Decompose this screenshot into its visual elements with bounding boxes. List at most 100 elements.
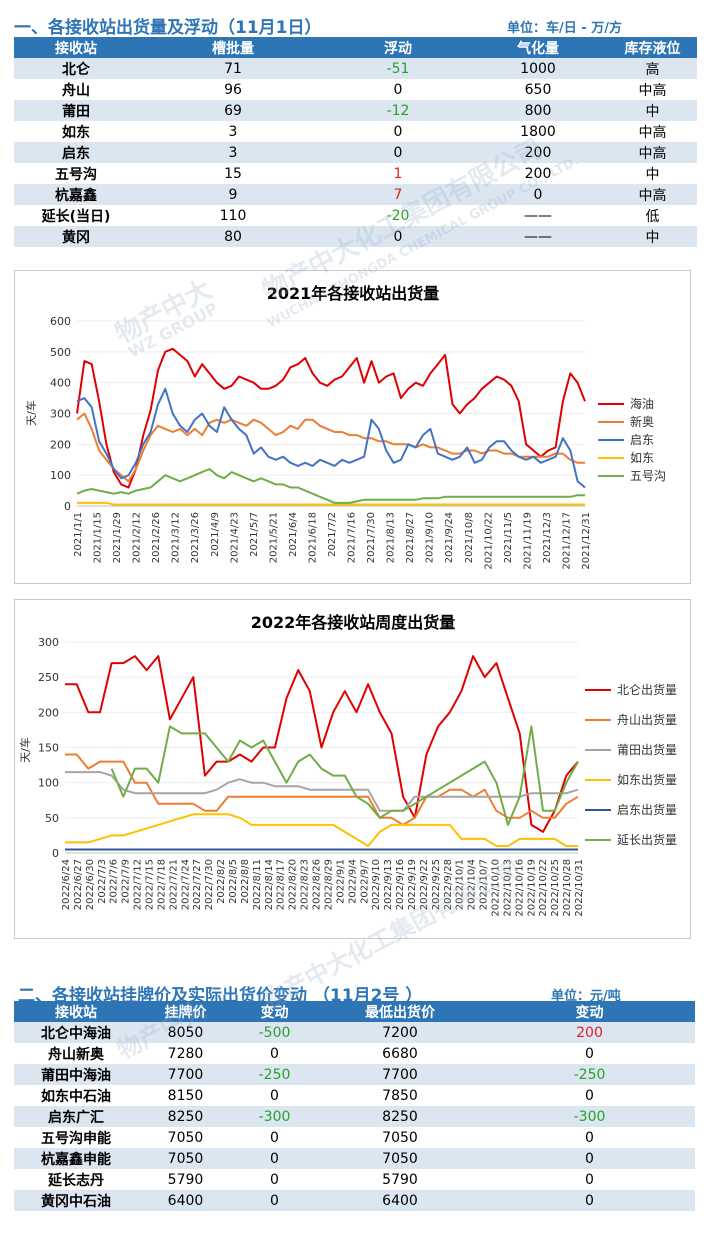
cell-list-change: 0 — [270, 1087, 279, 1104]
shipment-table: 接收站 槽批量 浮动 气化量 库存液位 北仑 71 -51 1000 高舟山 96 0 650… — [14, 37, 697, 247]
x-tick-label: 2022/7/6 — [109, 859, 120, 904]
x-tick-label: 2022/8/5 — [228, 859, 239, 904]
cell-station: 北仑 — [14, 58, 138, 79]
table-row: 北仑 71 -51 1000 高 — [14, 58, 697, 79]
x-tick-label: 2022/8/29 — [323, 859, 334, 910]
cell-change: -12 — [328, 100, 468, 121]
cell-list-change: 0 — [270, 1129, 279, 1146]
table-row: 黄冈中石油 6400 0 6400 0 — [14, 1190, 695, 1211]
cell-station: 舟山 — [62, 82, 90, 99]
cell-station: 黄冈 — [14, 226, 138, 247]
x-tick-label: 2021/11/5 — [503, 512, 514, 563]
cell-level: 中高 — [608, 142, 697, 163]
cell-list-price: 8250 — [138, 1106, 233, 1127]
header-low-price: 最低出货价 — [316, 1001, 484, 1022]
x-tick-label: 2022/10/22 — [538, 859, 549, 917]
x-tick-label: 2022/10/16 — [514, 859, 525, 917]
x-tick-label: 2021/7/30 — [366, 512, 377, 563]
table-row: 舟山 96 0 650 中高 — [14, 79, 697, 100]
legend-label: 舟山出货量 — [617, 712, 677, 727]
x-tick-label: 2022/9/1 — [335, 859, 346, 904]
header-station: 接收站 — [14, 37, 138, 58]
x-tick-label: 2022/8/2 — [216, 859, 227, 904]
x-tick-label: 2022/10/4 — [467, 859, 478, 910]
x-tick-label: 2022/7/24 — [180, 859, 191, 910]
y-tick-label: 0 — [52, 847, 59, 860]
cell-level: 高 — [608, 58, 697, 79]
section1-title: 一、各接收站出货量及浮动（11月1日） — [14, 18, 322, 38]
cell-station: 启东广汇 — [14, 1106, 138, 1127]
cell-low-change: 0 — [585, 1045, 594, 1062]
cell-list-price: 7700 — [138, 1064, 233, 1085]
legend-label: 如东出货量 — [617, 772, 677, 787]
cell-gas: 1800 — [520, 123, 556, 140]
cell-level: 中 — [608, 100, 697, 121]
x-tick-label: 2022/9/28 — [443, 859, 454, 910]
legend-label: 五号沟 — [630, 469, 666, 483]
y-axis-label: 天/车 — [24, 400, 38, 426]
cell-list-price: 5790 — [167, 1171, 204, 1188]
x-tick-label: 2021/8/27 — [405, 512, 416, 563]
x-tick-label: 2021/12/3 — [542, 512, 553, 563]
cell-list-price: 7280 — [167, 1045, 204, 1062]
cell-gas: 0 — [468, 184, 608, 205]
cell-change: 1 — [393, 165, 403, 182]
series-line — [65, 813, 578, 847]
cell-station: 五号沟申能 — [41, 1130, 111, 1147]
x-tick-label: 2021/7/2 — [327, 512, 338, 557]
x-tick-label: 2022/10/28 — [562, 859, 573, 917]
series-line — [110, 725, 579, 826]
x-tick-label: 2021/12/17 — [561, 512, 572, 570]
x-tick-label: 2022/7/3 — [97, 859, 108, 904]
cell-list-price: 8150 — [167, 1087, 204, 1104]
cell-gas: 1000 — [468, 58, 608, 79]
x-tick-label: 2022/10/7 — [479, 859, 490, 910]
x-tick-label: 2022/9/4 — [347, 859, 358, 904]
series-line — [76, 347, 586, 489]
legend-label: 启东 — [630, 433, 654, 447]
cell-gas: 200 — [524, 165, 552, 182]
x-tick-label: 2022/10/10 — [490, 859, 501, 917]
section2-unit: 单位：元/吨 — [551, 989, 621, 1004]
x-tick-label: 2022/7/30 — [204, 859, 215, 910]
cell-volume: 9 — [138, 184, 328, 205]
x-tick-label: 2022/9/10 — [371, 859, 382, 910]
x-tick-label: 2022/10/19 — [526, 859, 537, 917]
chart-2022-container: 2022年各接收站周度出货量 天/车 0 50 100 150 200 250 300 2022/… — [14, 599, 691, 939]
x-tick-label: 2022/6/27 — [73, 859, 84, 910]
y-tick-label: 100 — [38, 777, 59, 790]
table-header-row: 接收站 挂牌价 变动 最低出货价 变动 — [14, 1001, 695, 1022]
x-tick-label: 2021/4/9 — [210, 512, 221, 557]
chart-2021-container: 2021年各接收站出货量 天/车 0 100 200 300 400 500 600 2021/1… — [14, 270, 691, 584]
cell-level: 中 — [645, 166, 660, 183]
cell-list-price: 8050 — [138, 1022, 233, 1043]
cell-station: 启东 — [14, 142, 138, 163]
cell-gas: 200 — [468, 142, 608, 163]
series-line — [76, 412, 585, 483]
cell-list-price: 6400 — [138, 1190, 233, 1211]
x-tick-label: 2022/8/26 — [312, 859, 323, 910]
cell-station: 五号沟 — [55, 166, 97, 183]
series-line — [76, 387, 586, 489]
header-level: 库存液位 — [608, 37, 697, 58]
table-row: 杭嘉鑫申能 7050 0 7050 0 — [14, 1148, 695, 1169]
cell-change: -20 — [386, 207, 410, 224]
cell-volume: 3 — [138, 142, 328, 163]
x-tick-label: 2022/9/16 — [395, 859, 406, 910]
cell-low-change: 0 — [484, 1148, 695, 1169]
y-axis-label: 天/车 — [18, 737, 32, 763]
cell-volume: 3 — [228, 123, 238, 140]
x-tick-label: 2021/3/26 — [190, 512, 201, 563]
y-tick-label: 300 — [38, 636, 59, 649]
cell-gas: 800 — [468, 100, 608, 121]
cell-change: 7 — [328, 184, 468, 205]
cell-station: 莆田 — [14, 100, 138, 121]
cell-low-price: 7200 — [316, 1022, 484, 1043]
x-tick-label: 2022/10/31 — [574, 859, 585, 917]
x-tick-label: 2022/8/20 — [288, 859, 299, 910]
legend-label: 启东出货量 — [617, 802, 677, 817]
x-tick-label: 2021/5/7 — [249, 512, 260, 557]
x-tick-label: 2022/7/12 — [133, 859, 144, 910]
